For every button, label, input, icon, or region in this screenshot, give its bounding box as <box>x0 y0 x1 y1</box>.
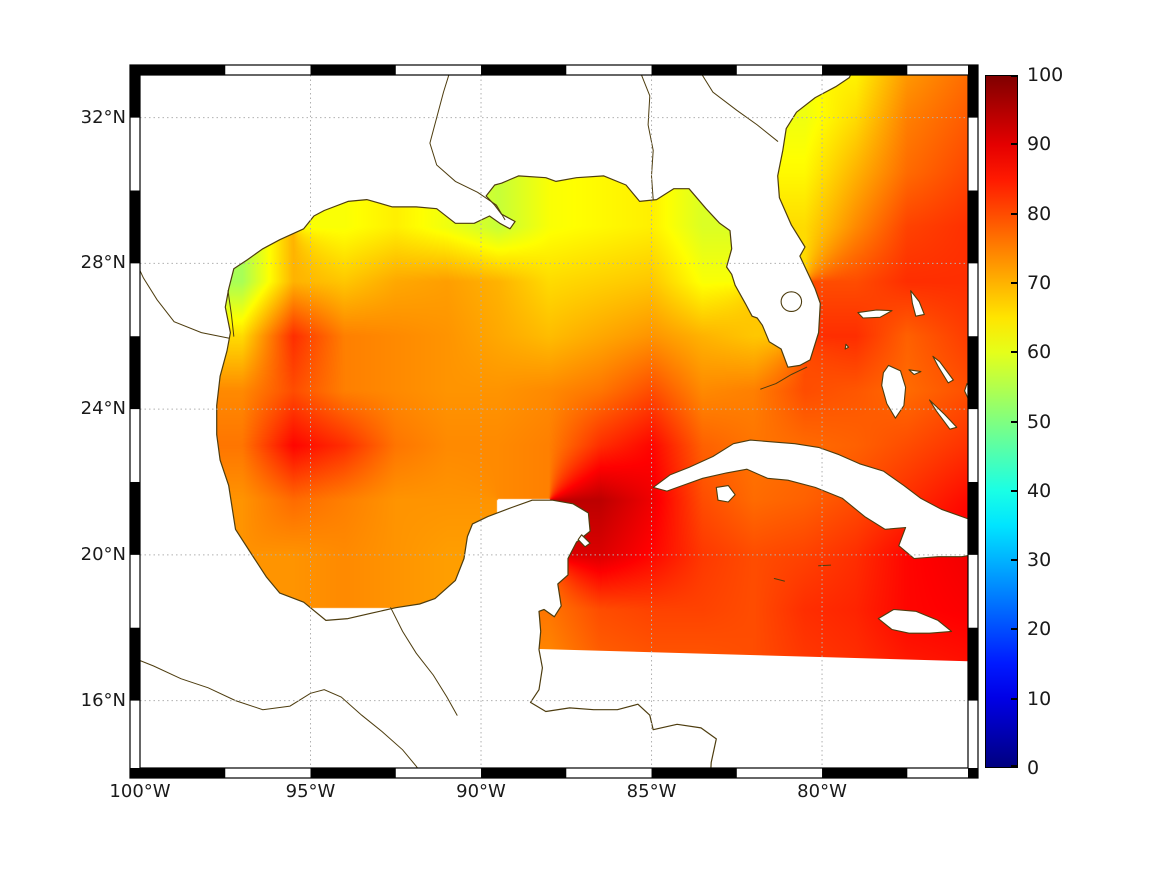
colorbar-tick-label: 60 <box>1027 341 1052 364</box>
colorbar-tick-label: 100 <box>1027 64 1064 86</box>
frame-segment <box>968 336 978 410</box>
colorbar-tick-label: 20 <box>1027 618 1052 641</box>
colorbar-tick-label: 80 <box>1027 202 1052 225</box>
colorbar-tick-mark <box>1011 351 1017 354</box>
colorbar-tick-label: 30 <box>1027 549 1052 572</box>
colorbar-tick-mark <box>1011 75 1017 77</box>
colorbar-tick-mark <box>1011 143 1017 146</box>
colorbar-tick-mark <box>1011 559 1017 562</box>
lat-tick-label: 20°N <box>80 543 126 565</box>
frame-segment <box>481 65 567 75</box>
colorbar-tick-mark <box>1011 212 1017 215</box>
frame-band <box>130 65 978 75</box>
colorbar-tick-mark <box>1011 281 1017 284</box>
frame-segment <box>822 768 908 778</box>
colorbar <box>985 75 1018 768</box>
frame-segment <box>968 190 978 264</box>
frame-segment <box>140 768 226 778</box>
frame-band <box>130 75 140 768</box>
lat-tick-label: 28°N <box>80 252 126 274</box>
frame-segment <box>651 768 737 778</box>
lon-tick-label: 100°W <box>109 781 171 802</box>
frame-corner <box>968 65 978 75</box>
frame-segment <box>130 336 140 410</box>
frame-segment <box>130 481 140 555</box>
colorbar-tick-label: 40 <box>1027 479 1052 502</box>
frame-segment <box>130 627 140 701</box>
lat-tick-label: 32°N <box>80 106 126 128</box>
frame-corner <box>130 768 140 778</box>
colorbar-tick-label: 0 <box>1027 757 1040 779</box>
colorbar-tick-mark <box>1011 628 1017 631</box>
lon-tick-label: 85°W <box>626 781 677 802</box>
frame-segment <box>310 768 396 778</box>
frame-segment <box>481 768 567 778</box>
frame-segment <box>968 75 978 118</box>
frame-segment <box>968 481 978 555</box>
lat-tick-label: 16°N <box>80 689 126 711</box>
frame-segment <box>651 65 737 75</box>
heatmap-canvas <box>140 75 968 768</box>
lon-tick-label: 95°W <box>285 781 336 802</box>
colorbar-tick-mark <box>1011 420 1017 423</box>
colorbar-tick-mark <box>1011 489 1017 492</box>
lat-tick-label: 24°N <box>80 398 126 420</box>
frame-band <box>130 768 978 778</box>
colorbar-tick-label: 70 <box>1027 271 1052 294</box>
frame-segment <box>130 75 140 118</box>
frame-segment <box>140 65 226 75</box>
lon-tick-label: 90°W <box>456 781 506 802</box>
colorbar-tick-label: 90 <box>1027 133 1052 156</box>
lon-tick-label: 80°W <box>797 781 847 802</box>
frame-corner <box>130 65 140 75</box>
frame-segment <box>822 65 908 75</box>
colorbar-tick-label: 50 <box>1027 410 1052 433</box>
frame-segment <box>310 65 396 75</box>
frame-band <box>968 75 978 768</box>
colorbar-tick-mark <box>1011 697 1017 700</box>
frame-corner <box>968 768 978 778</box>
colorbar-tick-mark <box>1011 765 1017 767</box>
colorbar-tick-label: 10 <box>1027 687 1052 710</box>
frame-segment <box>968 627 978 701</box>
frame-segment <box>130 190 140 264</box>
